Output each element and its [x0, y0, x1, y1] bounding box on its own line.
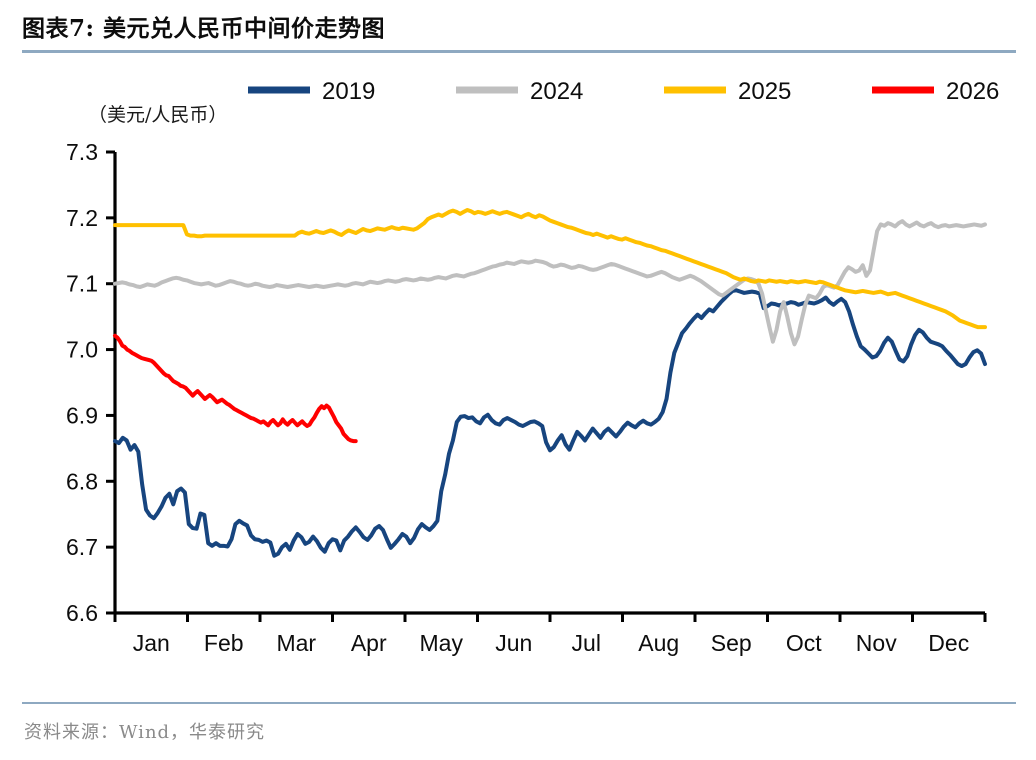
y-axis-tick-label: 6.6	[66, 600, 98, 626]
x-axis-tick-label: May	[420, 630, 464, 656]
series-lines	[113, 207, 987, 558]
x-axis-tick-label: Jul	[572, 630, 601, 656]
source-note: 资料来源：Wind，华泰研究	[24, 722, 266, 743]
line-chart-svg: 2019 2024 2025 2026 7.3 7.2 7.1 7.0 6.9 6.8 6.7 6.…	[66, 78, 999, 656]
x-axis-tick-label: Oct	[786, 630, 822, 656]
x-axis-tick-label: Feb	[204, 630, 244, 656]
series-line-2019	[113, 288, 987, 558]
x-axis: Jan Feb Mar Apr May Jun Jul Aug Sep Oct Nov Dec	[113, 611, 987, 656]
legend-label-2019: 2019	[322, 78, 375, 105]
legend-label-2026: 2026	[946, 78, 999, 105]
y-axis-tick-label: 7.3	[66, 139, 98, 165]
x-axis-tick-label: Dec	[928, 630, 969, 656]
x-axis-tick-label: Mar	[276, 630, 316, 656]
series-line-2026	[113, 333, 358, 444]
footer-divider	[22, 702, 1016, 704]
x-axis-tick-label: Jun	[495, 630, 532, 656]
legend-label-2025: 2025	[738, 78, 791, 105]
chart-container: （美元/人民币） 2019 2024 2025 2026 7.3 7.2 7.1 7.0 6.…	[0, 60, 1036, 680]
x-axis-tick-label: Jan	[133, 630, 170, 656]
y-axis-tick-label: 7.0	[66, 337, 98, 363]
y-axis-tick-label: 7.1	[66, 271, 98, 297]
y-axis-tick-label: 6.9	[66, 402, 98, 428]
x-axis-tick-label: Apr	[351, 630, 387, 656]
x-axis-tick-label: Aug	[638, 630, 679, 656]
y-axis-tick-label: 6.7	[66, 534, 98, 560]
title-divider	[22, 50, 1016, 53]
y-axis: 7.3 7.2 7.1 7.0 6.9 6.8 6.7 6.6	[66, 139, 117, 626]
figure-header: 图表7: 美元兑人民币中间价走势图	[22, 14, 1016, 53]
y-axis-tick-label: 7.2	[66, 205, 98, 231]
page-title: 图表7: 美元兑人民币中间价走势图	[22, 15, 386, 42]
y-axis-tick-label: 6.8	[66, 468, 98, 494]
legend-label-2024: 2024	[530, 78, 583, 105]
x-axis-tick-label: Sep	[711, 630, 752, 656]
y-axis-unit-label: （美元/人民币）	[88, 104, 228, 126]
series-line-2024	[113, 219, 987, 347]
x-axis-tick-label: Nov	[856, 630, 897, 656]
series-line-2025	[113, 207, 987, 330]
legend: 2019 2024 2025 2026	[248, 78, 999, 105]
